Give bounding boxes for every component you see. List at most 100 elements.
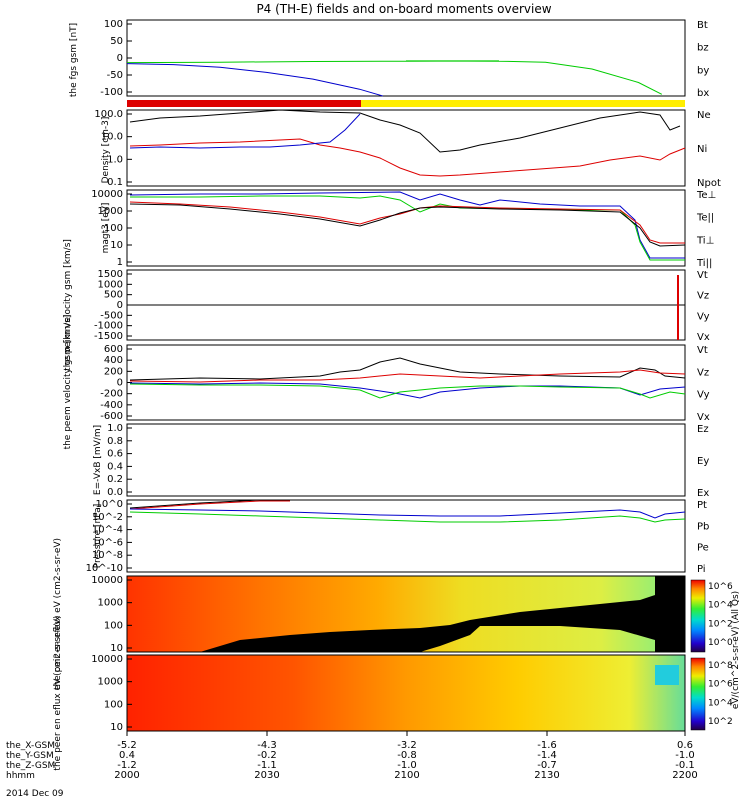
y-tick-label: -50 (107, 70, 123, 81)
y-tick-label: -1000 (94, 321, 123, 332)
legend-entry: Ez (697, 424, 709, 435)
colorbar-tick-label: 10^4 (708, 601, 733, 611)
legend-entry: Vx (697, 412, 710, 423)
y-tick-label: 400 (104, 355, 123, 366)
panel-efield: E=-VxB [mV/m] 1.0 0.8 0.60.4 0.2 0.0 Ez Ey Ex (93, 423, 709, 499)
panel-peir-spectrogram: the peir en eflux eV (cm2-s-sr-eV) 10000… (53, 538, 733, 690)
y-tick-label: 1000 (98, 279, 123, 290)
legend-entry: Te|| (696, 213, 714, 224)
y-tick-label: 10000 (91, 189, 123, 200)
y-tick-label: 1.0 (107, 154, 123, 165)
y-tick-label: 10^-10 (86, 563, 123, 574)
peer-cyan-region (655, 665, 679, 685)
y-tick-label: 100.0 (94, 109, 123, 120)
y-tick-label: 100 (104, 223, 123, 234)
panel-peer-spectrogram: the peer en eflux eV (cm2-s-sr-eV) 10000… (53, 615, 733, 770)
x-axis-value: -5.2 (117, 740, 137, 751)
density-ne-line (129, 138, 686, 177)
x-axis-value: -1.2 (117, 760, 137, 771)
legend-entry: Pi (697, 564, 706, 575)
colorbar-tick-label: 10^2 (708, 619, 733, 629)
y-tick-label: 100 (104, 620, 123, 631)
x-axis-value: -0.1 (675, 760, 695, 771)
panel-fgs: the fgs gsm [nT] 100 50 0 -50 -100 Bt bz by bx (69, 19, 709, 107)
x-axis-date: 2014 Dec 09 (6, 789, 64, 799)
colorbar-tick-label: 10^0 (708, 638, 733, 648)
y-tick-label: 10 (110, 643, 123, 654)
y-tick-label: 0 (117, 53, 123, 64)
legend-entry: Bt (697, 20, 708, 31)
legend-entry: Vy (697, 390, 710, 401)
legend-entry: by (697, 65, 709, 76)
x-axis-row-label: hhmm (6, 771, 35, 781)
y-tick-label: 10 (110, 722, 123, 733)
y-tick-label: 10.0 (101, 132, 123, 143)
panel-temperature-ylabel: magt3 [eV] (101, 203, 111, 254)
x-axis-row-label: the_Z-GSM (6, 761, 55, 771)
legend-entry: Ne (697, 110, 711, 121)
legend-entry: Te⊥ (696, 190, 716, 201)
colorbar-tick-label: 10^6 (708, 582, 733, 592)
y-tick-label: -500 (100, 310, 123, 321)
temp-te-par-line (129, 203, 686, 247)
panel-density: Density [cm-3] 100.0 10.0 1.0 0.1 Ne Ni Npot (94, 109, 721, 189)
legend-entry: Vy (697, 311, 710, 322)
peir-black-region (127, 576, 685, 652)
y-tick-label: 1000 (98, 206, 123, 217)
y-tick-label: 200 (104, 366, 123, 377)
y-tick-label: 0.4 (107, 461, 123, 472)
y-tick-label: 1000 (98, 677, 123, 688)
density-ni-line (129, 109, 681, 153)
x-axis-row-label: the_Y-GSM (6, 751, 54, 761)
panel-peim-ylabel: the peim velocity gsm [km/s] (63, 239, 73, 371)
x-axis-value: -3.2 (397, 740, 417, 751)
x-axis-value: -1.1 (257, 760, 277, 771)
legend-entry: Pb (697, 521, 709, 532)
y-tick-label: 10^-4 (92, 525, 123, 536)
legend-entry: Ti|| (696, 258, 712, 269)
x-axis-value: 2000 (114, 770, 139, 781)
x-axis-table: the_X-GSM -5.2 -4.3 -3.2 -1.6 0.6 the_Y-GSM 0.4… (6, 731, 698, 781)
y-tick-label: 600 (104, 344, 123, 355)
y-tick-label: 10^-2 (92, 512, 123, 523)
x-axis-value: -1.6 (537, 740, 557, 751)
pressure-pi-line (129, 508, 686, 519)
pressure-pe-line (129, 511, 686, 523)
x-axis-value: -1.4 (537, 750, 557, 761)
y-tick-label: -100 (100, 87, 123, 98)
y-tick-label: 10^-8 (92, 550, 123, 561)
y-tick-label: 0.1 (107, 177, 123, 188)
legend-entry: Npot (697, 178, 721, 189)
legend-entry: Vx (697, 332, 710, 343)
y-tick-label: -400 (100, 400, 123, 411)
legend-entry: Ni (697, 144, 707, 155)
x-axis-value: -4.3 (257, 740, 277, 751)
peir-colorbar (690, 579, 706, 653)
panel-density-ylabel: Density [cm-3] (101, 117, 111, 184)
x-axis-value: -0.2 (257, 750, 277, 761)
y-tick-label: 500 (104, 290, 123, 301)
y-tick-label: 10000 (91, 654, 123, 665)
panel-fgs-ylabel: the fgs gsm [nT] (69, 23, 79, 97)
y-tick-label: 1.0 (107, 423, 123, 434)
x-axis-value: -0.8 (397, 750, 417, 761)
panel-peem-velocity: the peem velocity gsm [km/s] 6004002000-… (63, 315, 710, 450)
x-axis-value: 2130 (534, 770, 559, 781)
temp-ti-perp-line (129, 191, 685, 259)
legend-entry: bz (697, 43, 709, 54)
colorbar-unit-label: eV/(cm^2-s-sr-eV) (All Qs) (731, 591, 741, 709)
panel-peim-velocity: the peim velocity gsm [km/s] 15001000500… (63, 239, 710, 371)
peem-vt-line (129, 357, 686, 381)
mode-bar-yellow (361, 100, 685, 107)
x-axis-value: -0.7 (537, 760, 557, 771)
legend-entry: Vt (697, 345, 708, 356)
peem-vy-line (129, 383, 686, 399)
x-axis-value: 0.6 (677, 740, 693, 751)
pressure-pb-line (129, 500, 290, 510)
fgs-bx-line (126, 63, 383, 97)
density-npot-line (129, 113, 361, 149)
colorbar-tick-label: 10^8 (708, 661, 733, 671)
legend-entry: Ex (697, 488, 709, 499)
x-axis-value: 2030 (254, 770, 279, 781)
